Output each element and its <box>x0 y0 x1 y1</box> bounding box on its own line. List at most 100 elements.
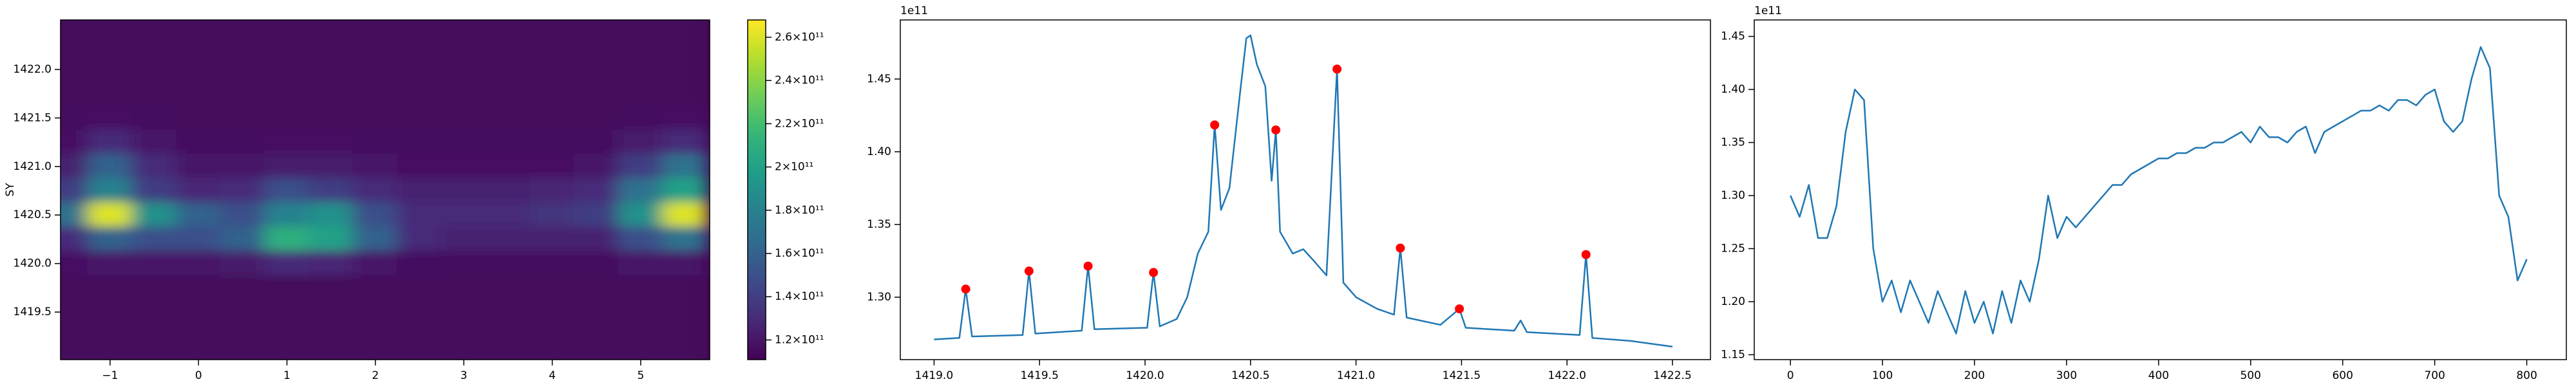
heatmap-cell <box>264 32 310 59</box>
heatmap-cell <box>352 57 399 82</box>
heatmap-cell <box>220 80 266 107</box>
heatmap-cell <box>352 153 399 179</box>
heatmap-cell <box>220 299 266 325</box>
heatmap-cell <box>61 226 89 252</box>
colorbar-tick-label: 2.2×10¹¹ <box>775 117 824 130</box>
heatmap-cell <box>573 57 620 82</box>
x-tick-label: 0 <box>195 369 202 382</box>
heatmap-cell <box>352 80 399 107</box>
heatmap-cell <box>264 20 310 34</box>
heatmap-cell <box>352 323 399 349</box>
heatmap-cell <box>573 299 620 325</box>
x-tick-label: 100 <box>1872 369 1893 382</box>
heatmap-cell <box>352 202 399 228</box>
heatmap-cell <box>573 153 620 179</box>
heatmap-cell <box>220 202 266 228</box>
line-series <box>934 34 1673 348</box>
heatmap-cell <box>440 105 487 131</box>
heatmap-cell <box>397 20 442 34</box>
heatmap-cell <box>662 80 708 107</box>
heatmap-cell <box>220 275 266 301</box>
heatmap-cell <box>175 105 222 131</box>
heatmap-cell <box>131 153 177 179</box>
heatmap-cell <box>397 129 442 155</box>
heatmap-cell <box>87 226 133 252</box>
heatmap-cell <box>573 226 620 252</box>
heatmap-cell <box>308 105 354 131</box>
x-tick-label: 1420.0 <box>1126 369 1164 382</box>
heatmap-cell <box>131 250 177 277</box>
heatmap-cell <box>175 202 222 228</box>
heatmap-cell <box>352 250 399 277</box>
heatmap-cell <box>662 202 708 228</box>
heatmap-cell <box>131 105 177 131</box>
heatmap-cell <box>175 153 222 179</box>
heatmap <box>61 20 710 360</box>
heatmap-cell <box>573 347 620 360</box>
x-tick-label: 1420.5 <box>1231 369 1269 382</box>
heatmap-cell <box>397 299 442 325</box>
heatmap-cell <box>573 178 620 204</box>
heatmap-cell <box>573 32 620 59</box>
heatmap-cell <box>87 275 133 301</box>
heatmap-cell <box>131 57 177 82</box>
heatmap-cell <box>573 80 620 107</box>
heatmap-cell <box>264 226 310 252</box>
heatmap-cell <box>662 153 708 179</box>
heatmap-cell <box>87 105 133 131</box>
heatmap-cell <box>529 202 575 228</box>
heatmap-cell <box>175 80 222 107</box>
y-tick-label: 1.40 <box>867 145 891 158</box>
heatmap-cell <box>485 202 531 228</box>
heatmap-cell <box>61 202 89 228</box>
heatmap-cell <box>264 299 310 325</box>
heatmap-cell <box>175 323 222 349</box>
heatmap-cell <box>397 250 442 277</box>
y-tick-label: 1.20 <box>1721 295 1745 308</box>
heatmap-cell <box>485 129 531 155</box>
heatmap-cell <box>529 299 575 325</box>
heatmap-cell <box>131 80 177 107</box>
heatmap-cell <box>618 129 664 155</box>
heatmap-cell <box>220 178 266 204</box>
heatmap-cell <box>618 323 664 349</box>
heatmap-cell <box>397 226 442 252</box>
heatmap-cell <box>485 275 531 301</box>
heatmap-cell <box>485 80 531 107</box>
heatmap-cell <box>61 153 89 179</box>
heatmap-cell <box>175 250 222 277</box>
heatmap-cell <box>352 226 399 252</box>
heatmap-cell <box>264 129 310 155</box>
heatmap-cell <box>220 250 266 277</box>
heatmap-cell <box>264 202 310 228</box>
axes-frame <box>60 19 710 360</box>
heatmap-cell <box>573 105 620 131</box>
heatmap-cell <box>573 275 620 301</box>
heatmap-cell <box>175 20 222 34</box>
heatmap-cell <box>485 226 531 252</box>
colorbar <box>747 19 766 360</box>
heatmap-cell <box>352 105 399 131</box>
heatmap-cell <box>264 250 310 277</box>
x-tick-label: 3 <box>460 369 468 382</box>
heatmap-cell <box>308 57 354 82</box>
heatmap-cell <box>131 226 177 252</box>
heatmap-cell <box>397 323 442 349</box>
heatmap-cell <box>529 250 575 277</box>
heatmap-cell <box>485 153 531 179</box>
heatmap-cell <box>131 20 177 34</box>
y-tick-label: 1.15 <box>1721 348 1745 361</box>
axes-frame <box>900 19 1711 360</box>
x-tick-label: 400 <box>2148 369 2169 382</box>
heatmap-cell <box>485 299 531 325</box>
x-tick-label: 2 <box>372 369 379 382</box>
heatmap-cell <box>352 20 399 34</box>
heatmap-cell <box>485 178 531 204</box>
heatmap-cell <box>87 202 133 228</box>
heatmap-cell <box>87 57 133 82</box>
heatmap-cell <box>573 202 620 228</box>
heatmap-cell <box>440 226 487 252</box>
heatmap-cell <box>175 129 222 155</box>
x-tick-label: 1422.5 <box>1653 369 1691 382</box>
heatmap-cell <box>440 32 487 59</box>
